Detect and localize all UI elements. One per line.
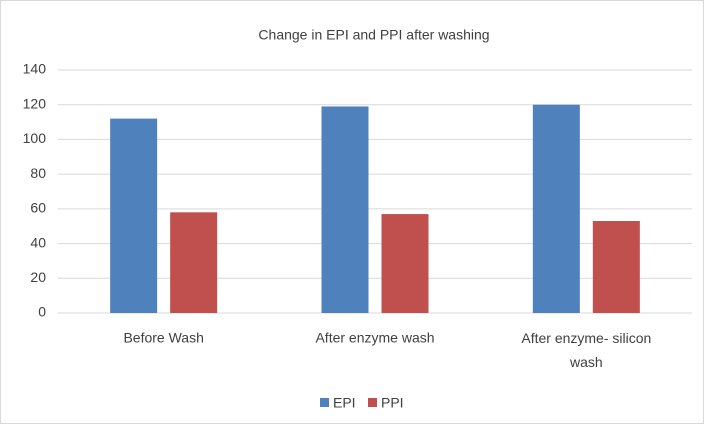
x-tick-label: After enzyme wash xyxy=(315,330,434,346)
bar xyxy=(321,106,369,313)
legend-label: PPI xyxy=(381,395,404,411)
x-tick-label: After enzyme- silicon wash xyxy=(521,330,651,370)
y-tick-label: 60 xyxy=(30,200,46,216)
y-tick-label: 0 xyxy=(38,304,46,320)
y-tick-label: 20 xyxy=(30,269,46,285)
bar xyxy=(110,118,158,313)
y-tick-label: 100 xyxy=(23,130,47,146)
x-tick-label: Before Wash xyxy=(123,330,203,346)
bar xyxy=(592,221,640,313)
bar xyxy=(381,214,429,313)
chart-title: Change in EPI and PPI after washing xyxy=(258,27,489,43)
y-tick-label: 120 xyxy=(23,95,47,111)
y-tick-label: 140 xyxy=(23,61,47,77)
legend-swatch xyxy=(320,398,329,407)
y-tick-label: 40 xyxy=(30,234,46,250)
y-tick-label: 80 xyxy=(30,165,46,181)
legend-swatch xyxy=(368,398,377,407)
bar xyxy=(532,104,580,313)
legend-label: EPI xyxy=(333,395,356,411)
bar xyxy=(170,212,218,313)
